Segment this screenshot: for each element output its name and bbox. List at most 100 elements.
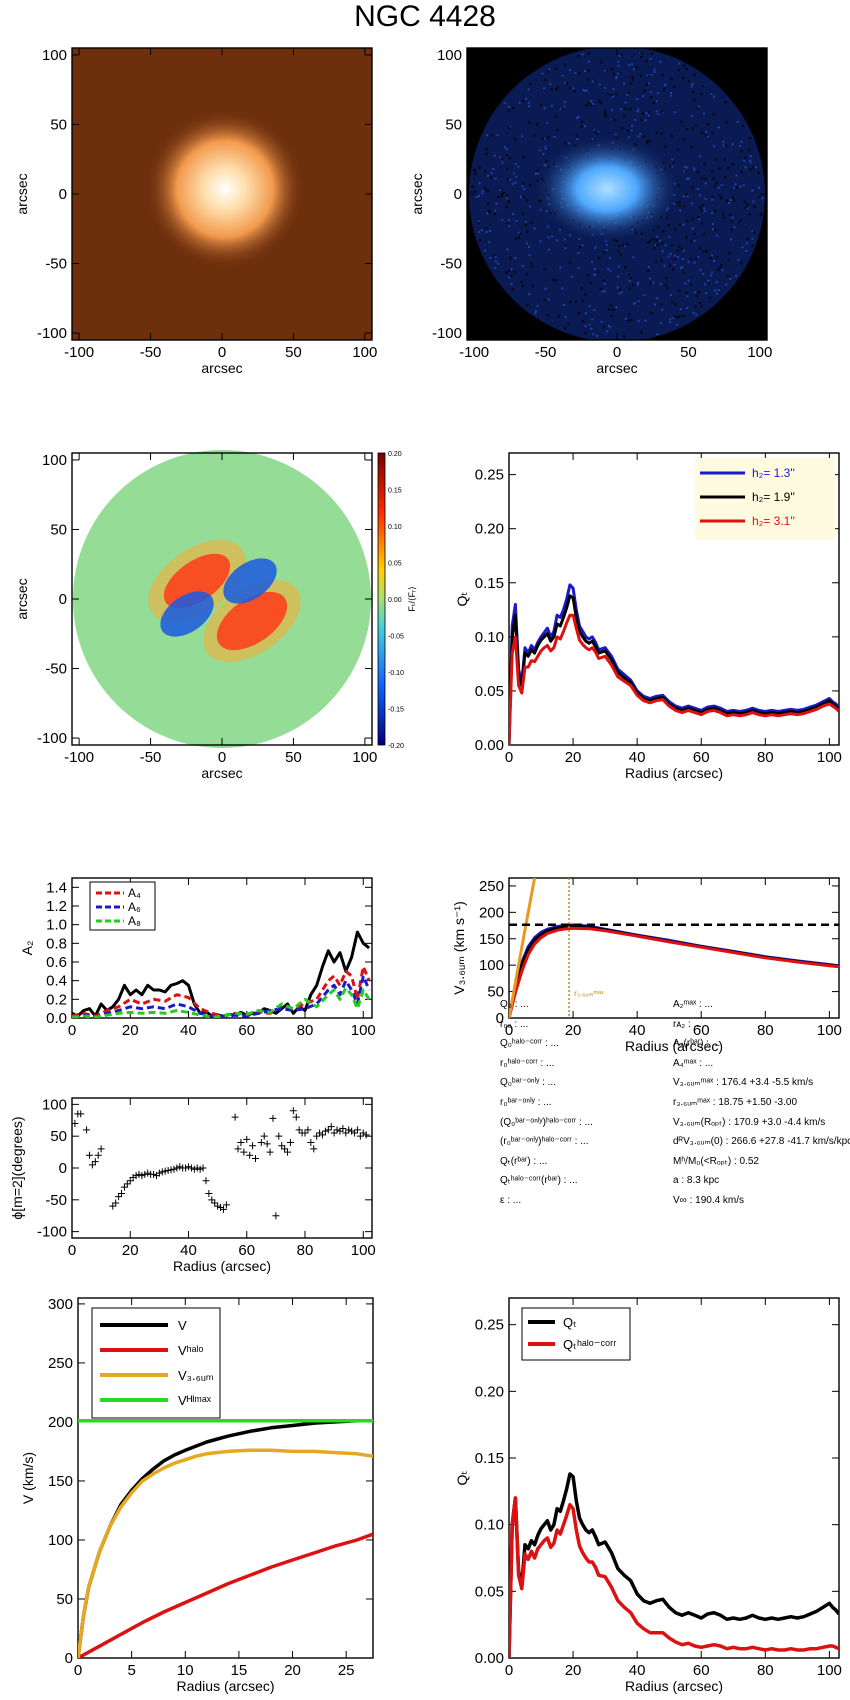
- noise-pixel: [758, 196, 761, 199]
- noise-pixel: [704, 177, 707, 180]
- noise-pixel: [757, 172, 760, 175]
- noise-pixel: [743, 159, 746, 162]
- noise-pixel: [626, 243, 629, 246]
- noise-pixel: [616, 72, 619, 75]
- noise-pixel: [655, 131, 658, 134]
- noise-pixel: [547, 136, 550, 139]
- series-line-1: [509, 594, 839, 745]
- noise-pixel: [620, 108, 623, 111]
- noise-pixel: [695, 313, 698, 316]
- noise-pixel: [655, 260, 658, 263]
- noise-pixel: [684, 282, 687, 285]
- noise-pixel: [724, 176, 727, 179]
- info-line: V∞ : 190.4 km/s: [673, 1194, 745, 1206]
- noise-pixel: [686, 166, 689, 169]
- noise-pixel: [720, 264, 723, 267]
- y-tick-label: 0: [454, 186, 462, 203]
- y-tick-label: 0.15: [475, 575, 504, 592]
- noise-pixel: [641, 112, 644, 115]
- info-line: A₂ᵐᵃˣ : ...: [673, 999, 713, 1010]
- noise-pixel: [581, 244, 584, 247]
- noise-pixel: [705, 250, 708, 253]
- noise-pixel: [627, 92, 630, 95]
- noise-pixel: [567, 322, 570, 325]
- noise-pixel: [713, 260, 716, 263]
- plot-frame: [508, 1297, 840, 1659]
- noise-pixel: [690, 85, 693, 88]
- noise-pixel: [526, 230, 529, 233]
- y-axis-label: arcsec: [14, 578, 30, 619]
- noise-pixel: [700, 209, 703, 212]
- noise-pixel: [698, 105, 701, 108]
- phase-point: [330, 1129, 338, 1137]
- noise-pixel: [505, 167, 508, 170]
- noise-pixel: [522, 156, 525, 159]
- rmax-label: r₃.₆ᵤₘᵐᵃˣ: [574, 989, 604, 998]
- noise-pixel: [485, 152, 488, 155]
- force-lobe: [223, 558, 277, 604]
- info-line: r₀₀ : ...: [500, 1018, 529, 1030]
- noise-pixel: [639, 74, 642, 77]
- x-tick-label: 80: [297, 1022, 314, 1039]
- noise-pixel: [627, 319, 630, 322]
- noise-pixel: [556, 86, 559, 89]
- y-axis-label: arcsec: [14, 173, 30, 214]
- noise-pixel: [726, 199, 729, 202]
- noise-pixel: [731, 216, 734, 219]
- noise-pixel: [553, 135, 556, 138]
- noise-pixel: [715, 281, 718, 284]
- noise-pixel: [508, 276, 511, 279]
- noise-pixel: [644, 119, 647, 122]
- noise-pixel: [486, 212, 489, 215]
- phase-point: [205, 1189, 213, 1197]
- x-tick-label: 20: [565, 1022, 582, 1039]
- noise-pixel: [753, 231, 756, 234]
- noise-pixel: [602, 279, 605, 282]
- series-line-0: [509, 1472, 839, 1658]
- noise-pixel: [738, 144, 741, 147]
- noise-pixel: [651, 237, 654, 240]
- info-line: (r₀ᵇᵃʳ⁻ᵒⁿˡʸ)ʰᵃˡᵒ⁻ᶜᵒʳʳ : ...: [500, 1136, 589, 1148]
- noise-pixel: [659, 282, 662, 285]
- noise-pixel: [708, 282, 711, 285]
- noise-pixel: [681, 266, 684, 269]
- colorbar-tick-label: -0.05: [388, 634, 404, 641]
- noise-pixel: [547, 225, 550, 228]
- noise-pixel: [508, 224, 511, 227]
- phase-point: [353, 1126, 361, 1134]
- noise-pixel: [608, 308, 611, 311]
- noise-pixel: [555, 279, 558, 282]
- noise-pixel: [656, 333, 659, 336]
- noise-pixel: [665, 277, 668, 280]
- x-tick-label: 80: [757, 1022, 774, 1039]
- noise-pixel: [486, 134, 489, 137]
- noise-pixel: [620, 291, 623, 294]
- noise-pixel: [610, 93, 613, 96]
- noise-pixel: [712, 177, 715, 180]
- colorbar-tick-label: -0.10: [388, 670, 404, 677]
- y-tick-label: -100: [37, 730, 67, 747]
- noise-pixel: [704, 182, 707, 185]
- legend-label: V₃.₆ᵤₘ: [178, 1368, 214, 1383]
- noise-pixel: [668, 235, 671, 238]
- noise-pixel: [632, 283, 635, 286]
- x-axis-label: Radius (arcsec): [176, 1678, 274, 1694]
- noise-pixel: [678, 315, 681, 318]
- legend-label: Qₜʰᵃˡᵒ⁻ᶜᵒʳʳ: [563, 1337, 616, 1352]
- noise-pixel: [685, 193, 688, 196]
- noise-pixel: [700, 177, 703, 180]
- force-lobe: [160, 591, 214, 637]
- noise-pixel: [672, 316, 675, 319]
- noise-pixel: [618, 244, 621, 247]
- noise-pixel: [615, 75, 618, 78]
- noise-pixel: [531, 285, 534, 288]
- phase-point: [234, 1145, 242, 1153]
- noise-pixel: [678, 289, 681, 292]
- info-line: Q₀ᵇᵃʳ⁻ᵒⁿˡʸ : ...: [500, 1077, 556, 1089]
- noise-pixel: [617, 60, 620, 63]
- noise-pixel: [678, 201, 681, 204]
- y-tick-label: 0.20: [475, 521, 504, 538]
- noise-pixel: [653, 68, 656, 71]
- noise-pixel: [661, 308, 664, 311]
- noise-pixel: [612, 88, 615, 91]
